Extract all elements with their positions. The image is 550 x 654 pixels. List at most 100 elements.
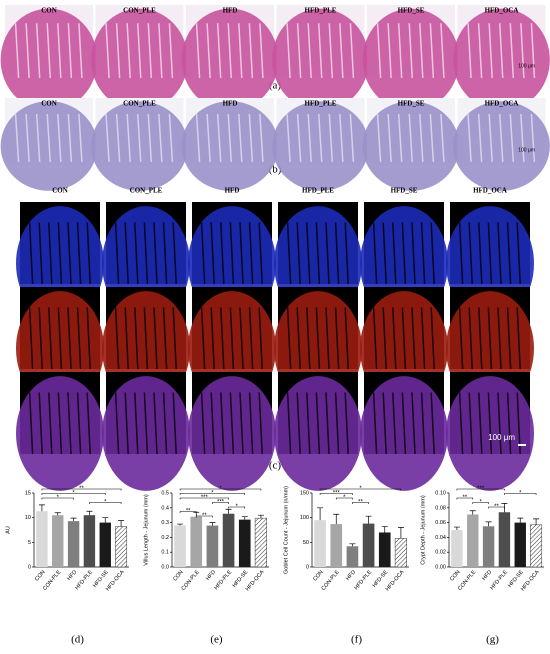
villus bbox=[317, 23, 323, 79]
x-tick-label: CON bbox=[312, 569, 324, 582]
significance-bracket bbox=[179, 488, 262, 491]
villus bbox=[387, 23, 392, 79]
bar bbox=[190, 516, 203, 567]
error-bar bbox=[38, 504, 45, 512]
significance-bracket bbox=[335, 497, 353, 500]
bar bbox=[467, 514, 479, 567]
bar bbox=[330, 524, 343, 567]
villus bbox=[86, 392, 91, 455]
villus bbox=[478, 222, 483, 285]
panel-label: (f) bbox=[351, 634, 362, 646]
bar bbox=[514, 522, 526, 567]
column-label: HFD_SE bbox=[391, 187, 418, 195]
villus bbox=[344, 222, 349, 285]
villus bbox=[349, 23, 355, 79]
villus bbox=[136, 23, 142, 79]
y-tick-label: 0.02 bbox=[435, 550, 446, 556]
y-tick-label: 0.00 bbox=[435, 564, 446, 570]
x-tick-label: HFD bbox=[481, 569, 493, 582]
column-label: CON_PLE bbox=[130, 187, 163, 195]
error-bar bbox=[381, 526, 388, 533]
bar bbox=[52, 515, 64, 567]
villus bbox=[286, 222, 292, 285]
villus bbox=[105, 113, 110, 163]
villus bbox=[530, 113, 536, 163]
significance-bracket bbox=[41, 493, 106, 495]
villus bbox=[126, 23, 131, 79]
bar bbox=[254, 517, 267, 568]
villus bbox=[124, 392, 129, 455]
column-label: CON_PLE bbox=[123, 100, 156, 108]
villus bbox=[220, 307, 225, 370]
villus bbox=[296, 392, 301, 455]
villus bbox=[238, 23, 243, 79]
y-tick-label: 0.0 bbox=[161, 564, 169, 570]
villus bbox=[239, 222, 244, 285]
villus bbox=[408, 23, 413, 79]
villus bbox=[430, 392, 435, 455]
x-tick-label: CON bbox=[449, 569, 461, 582]
significance-bracket bbox=[504, 493, 537, 495]
villus bbox=[306, 392, 311, 455]
villus bbox=[440, 113, 445, 163]
villus bbox=[46, 23, 51, 79]
villus bbox=[430, 307, 435, 370]
villus bbox=[78, 23, 83, 79]
error-bar bbox=[533, 518, 540, 525]
villus bbox=[477, 113, 483, 163]
villus bbox=[372, 307, 378, 370]
villus bbox=[392, 307, 397, 370]
y-tick-label: 0.10 bbox=[435, 490, 446, 496]
villus bbox=[76, 392, 82, 455]
significance-bracket bbox=[179, 497, 229, 500]
villus bbox=[488, 113, 493, 163]
significance-bracket bbox=[195, 515, 213, 518]
bar bbox=[222, 513, 235, 567]
significance-label: ** bbox=[358, 500, 363, 506]
villus bbox=[286, 23, 291, 79]
x-tick-label: HFD bbox=[345, 569, 357, 582]
x-tick-label: HFD bbox=[205, 569, 217, 582]
villus bbox=[328, 23, 334, 79]
villus bbox=[516, 307, 521, 370]
significance-bracket bbox=[89, 502, 122, 504]
error-bar bbox=[453, 526, 460, 530]
villus bbox=[248, 23, 254, 79]
villus bbox=[57, 392, 63, 455]
x-tick-label: HFD-PLE bbox=[489, 569, 509, 591]
villus bbox=[387, 113, 392, 163]
villus bbox=[468, 222, 473, 285]
villus bbox=[210, 307, 215, 370]
significance-label: * bbox=[235, 504, 238, 510]
villus bbox=[220, 222, 225, 285]
villus bbox=[48, 307, 53, 370]
villus bbox=[430, 222, 435, 285]
villus bbox=[339, 23, 344, 79]
villus bbox=[419, 113, 424, 163]
villus bbox=[153, 392, 158, 455]
error-bar bbox=[257, 514, 264, 519]
error-bar bbox=[397, 527, 404, 539]
error-bar bbox=[349, 543, 356, 547]
villus bbox=[28, 307, 34, 370]
significance-label: ** bbox=[462, 495, 467, 501]
villus bbox=[440, 23, 445, 79]
villus bbox=[315, 222, 321, 285]
y-tick-label: 10 bbox=[25, 515, 31, 521]
villus bbox=[239, 392, 244, 455]
significance-label: * bbox=[57, 495, 60, 501]
villus bbox=[411, 307, 416, 370]
villus bbox=[315, 392, 321, 455]
error-bar bbox=[241, 516, 248, 520]
villus bbox=[210, 222, 215, 285]
villus bbox=[86, 222, 91, 285]
column-label: HFD bbox=[223, 100, 238, 108]
villus bbox=[46, 113, 51, 163]
villus bbox=[134, 392, 139, 455]
villus bbox=[229, 222, 235, 285]
villus bbox=[216, 113, 222, 163]
significance-label: *** bbox=[477, 486, 485, 492]
scale-bar-label: 100 μm bbox=[518, 147, 535, 153]
significance-label: * bbox=[219, 486, 222, 492]
villus bbox=[227, 113, 232, 163]
